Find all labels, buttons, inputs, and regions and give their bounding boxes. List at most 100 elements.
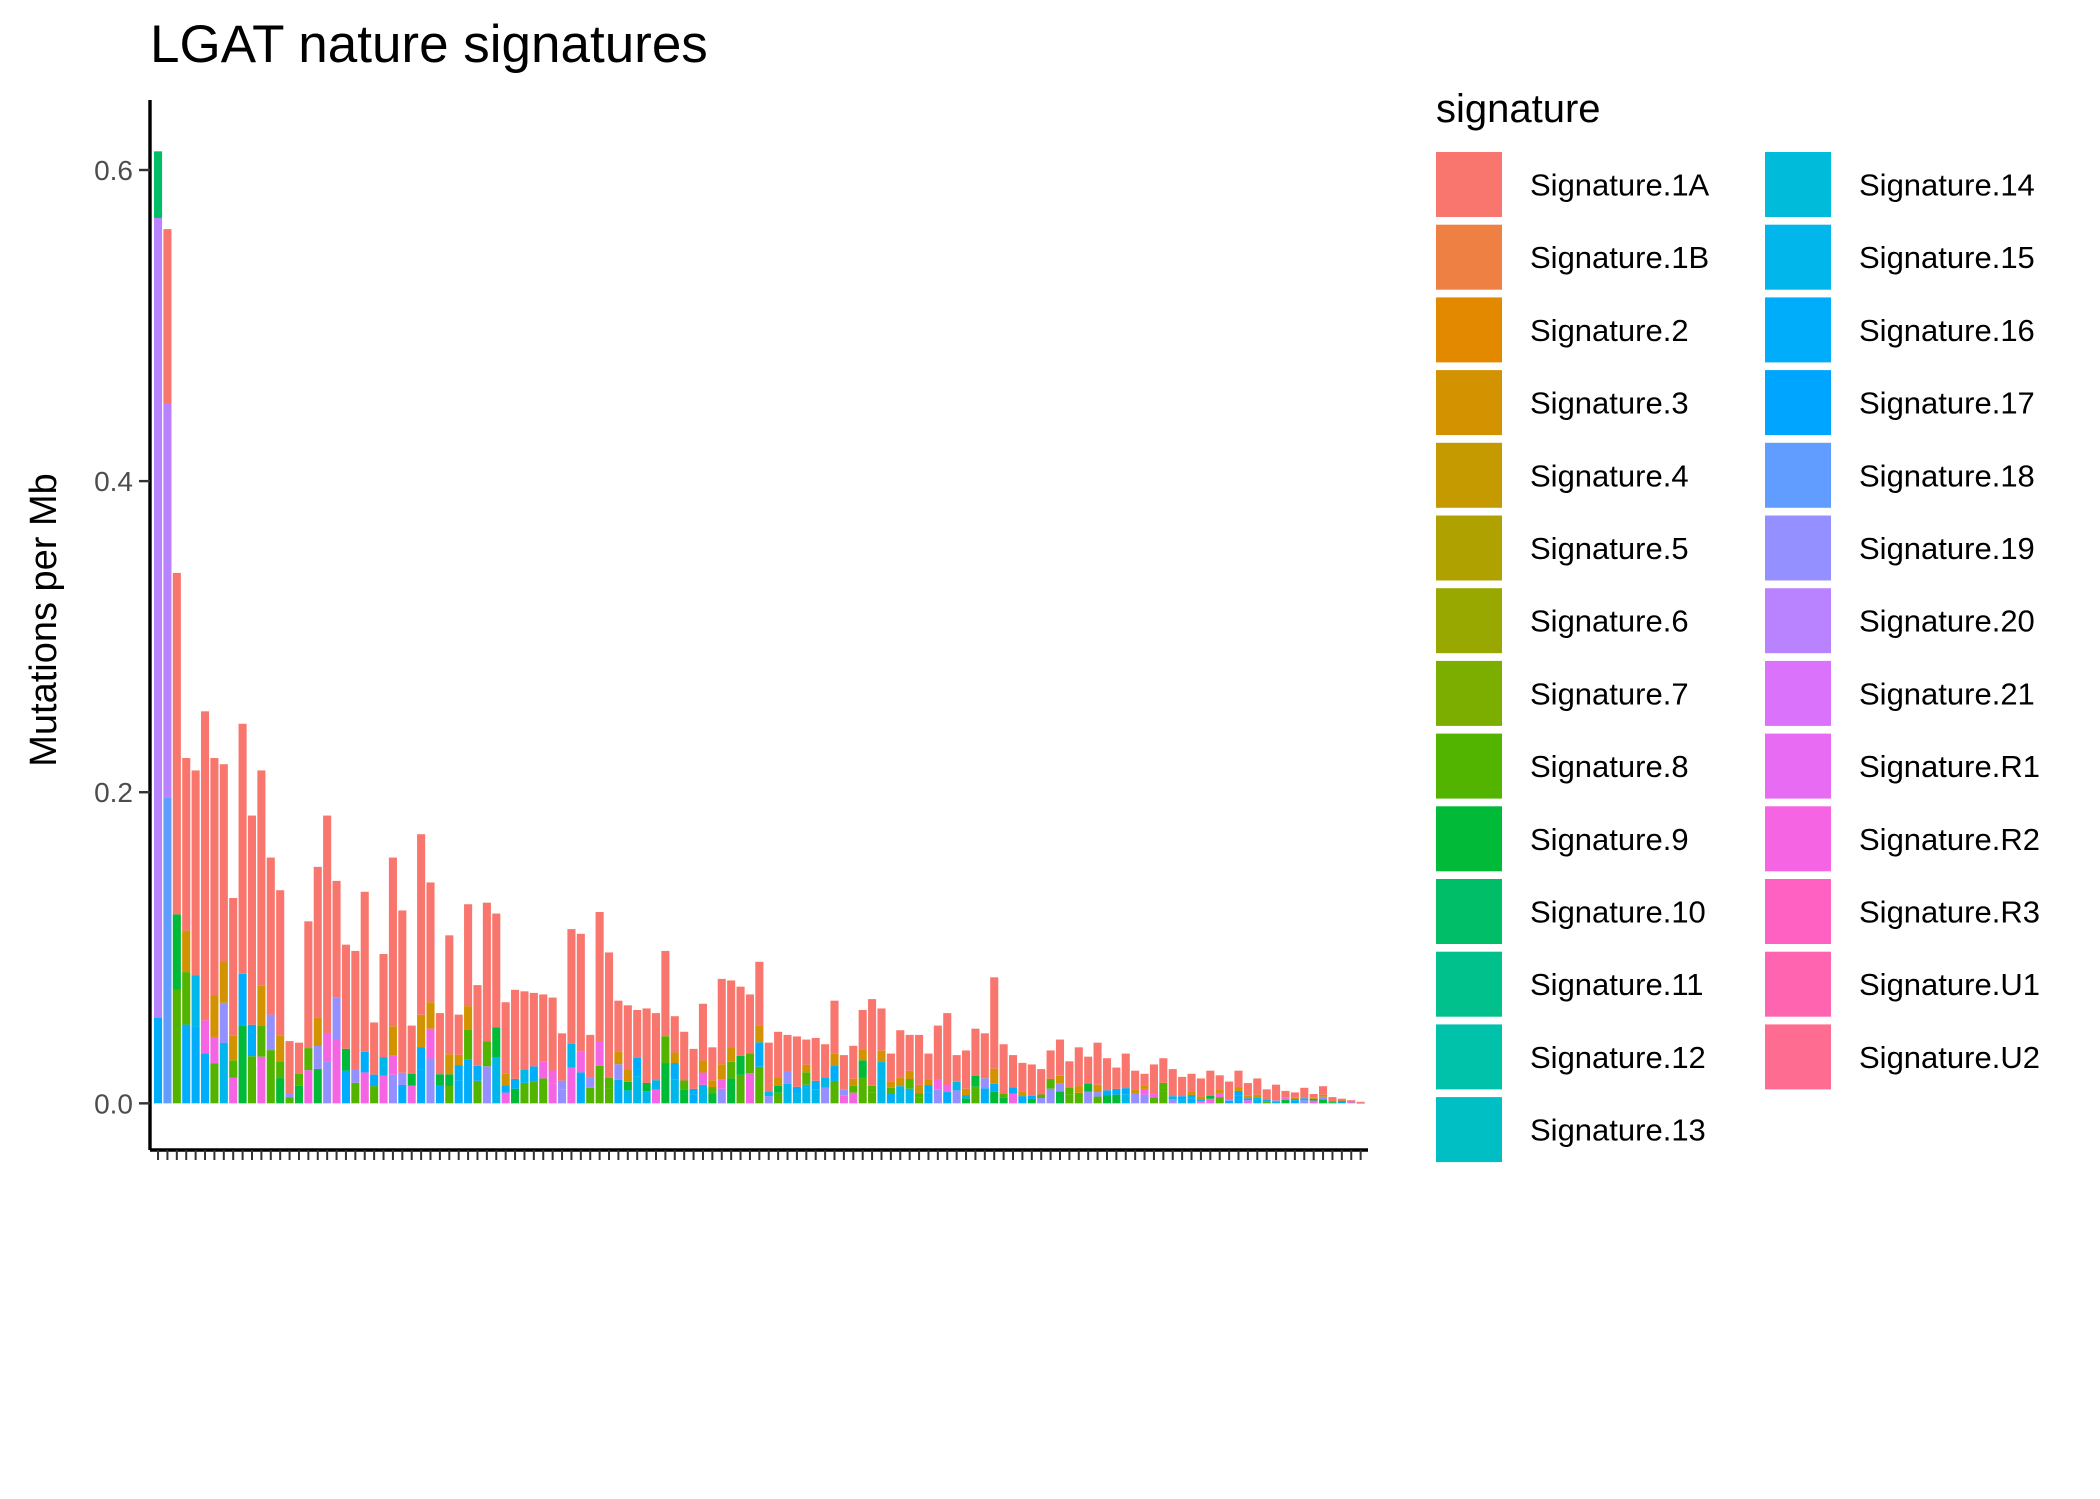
bar-segment	[200, 1020, 210, 1054]
bar-stack	[1168, 1069, 1177, 1104]
bar-segment	[529, 992, 538, 1067]
bar-segment	[426, 1058, 435, 1104]
bar-segment	[1149, 1093, 1158, 1098]
bar-segment	[1037, 1098, 1046, 1104]
legend-key	[1436, 660, 1502, 726]
bar-stack	[529, 992, 538, 1104]
bar-segment	[849, 1078, 858, 1086]
bar-stack	[1290, 1092, 1299, 1104]
bar-segment	[1253, 1078, 1262, 1095]
bar-segment	[764, 1042, 773, 1092]
bar-segment	[417, 1014, 426, 1048]
bar-segment	[163, 797, 172, 1104]
legend-key	[1436, 297, 1502, 363]
bar-segment	[1347, 1101, 1356, 1103]
bar-segment	[567, 1043, 576, 1068]
bar-stack	[341, 944, 350, 1104]
bar-stack	[548, 997, 557, 1104]
bar-segment	[266, 857, 275, 1015]
bar-stack	[727, 980, 736, 1104]
bar-segment	[548, 997, 557, 1071]
bar-segment	[783, 1083, 792, 1104]
legend-label: Signature.10	[1530, 895, 1706, 930]
bar-segment	[257, 985, 266, 1026]
bar-segment	[745, 1073, 754, 1104]
bar-segment	[464, 904, 473, 1007]
bar-segment	[1055, 1075, 1065, 1084]
bar-segment	[501, 1092, 510, 1104]
bar-stack	[1178, 1076, 1187, 1104]
legend-key	[1436, 588, 1502, 654]
bar-segment	[642, 1008, 651, 1083]
bar-segment	[680, 1080, 689, 1090]
bar-stack	[238, 723, 247, 1104]
bar-segment	[915, 1093, 924, 1098]
bar-segment	[614, 1079, 623, 1104]
bar-stack	[915, 1034, 924, 1104]
bar-stack	[558, 1033, 567, 1104]
bar-segment	[1272, 1084, 1281, 1101]
bar-segment	[1300, 1098, 1309, 1101]
bar-segment	[558, 1089, 567, 1104]
bar-segment	[172, 572, 181, 915]
bar-segment	[586, 1087, 595, 1104]
bar-segment	[689, 1094, 698, 1104]
bar-segment	[1337, 1101, 1346, 1104]
bar-stack	[417, 834, 426, 1104]
bar-stack	[1187, 1073, 1196, 1104]
bar-segment	[388, 1026, 397, 1056]
bar-segment	[586, 1077, 595, 1088]
bar-stack	[492, 913, 501, 1104]
bar-segment	[924, 1079, 933, 1086]
bar-segment	[1215, 1092, 1224, 1098]
bar-segment	[1328, 1101, 1337, 1103]
legend-label: Signature.R2	[1859, 822, 2040, 857]
bar-segment	[821, 1077, 830, 1088]
bar-stack	[1018, 1062, 1027, 1104]
bar-segment	[407, 1073, 416, 1086]
bar-stack	[586, 1034, 595, 1104]
bar-segment	[1008, 1093, 1018, 1104]
bar-segment	[1196, 1099, 1205, 1102]
bar-stack	[755, 961, 764, 1104]
bar-stack	[999, 1044, 1008, 1104]
bar-stack	[172, 572, 181, 1104]
legend-label: Signature.21	[1859, 676, 2035, 711]
bar-segment	[811, 1089, 820, 1104]
bar-segment	[1055, 1039, 1065, 1076]
bar-segment	[661, 950, 670, 1037]
bar-segment	[1309, 1098, 1318, 1101]
bar-segment	[210, 995, 219, 1037]
bar-segment	[539, 1061, 548, 1079]
bar-segment	[1074, 1097, 1083, 1104]
legend-key	[1436, 152, 1502, 217]
bar-segment	[219, 1042, 228, 1104]
bar-segment	[529, 1081, 538, 1104]
bar-segment	[501, 1085, 510, 1093]
bar-segment	[304, 1048, 313, 1071]
bar-segment	[398, 1072, 407, 1085]
legend-key	[1436, 515, 1502, 581]
bar-segment	[323, 1061, 332, 1104]
bar-segment	[1008, 1055, 1018, 1088]
bar-segment	[1027, 1095, 1036, 1099]
bar-segment	[717, 1079, 726, 1089]
bar-segment	[464, 1006, 473, 1030]
legend-entry: Signature.16	[1765, 297, 2035, 363]
bar-stack	[182, 758, 191, 1104]
bar-segment	[924, 1085, 933, 1093]
bar-segment	[680, 1031, 689, 1081]
bar-segment	[886, 1094, 895, 1104]
bar-stack	[1319, 1086, 1328, 1104]
legend-entry: Signature.R2	[1765, 806, 2040, 872]
bar-segment	[1290, 1092, 1299, 1098]
bar-stack	[567, 929, 576, 1104]
bar-segment	[1196, 1078, 1205, 1097]
bar-segment	[651, 1080, 661, 1090]
bar-segment	[990, 1083, 999, 1092]
bar-stack	[614, 1000, 623, 1104]
bar-stack	[905, 1034, 914, 1104]
bar-segment	[238, 973, 247, 1026]
bar-segment	[576, 1072, 585, 1104]
legend-label: Signature.13	[1530, 1113, 1706, 1148]
